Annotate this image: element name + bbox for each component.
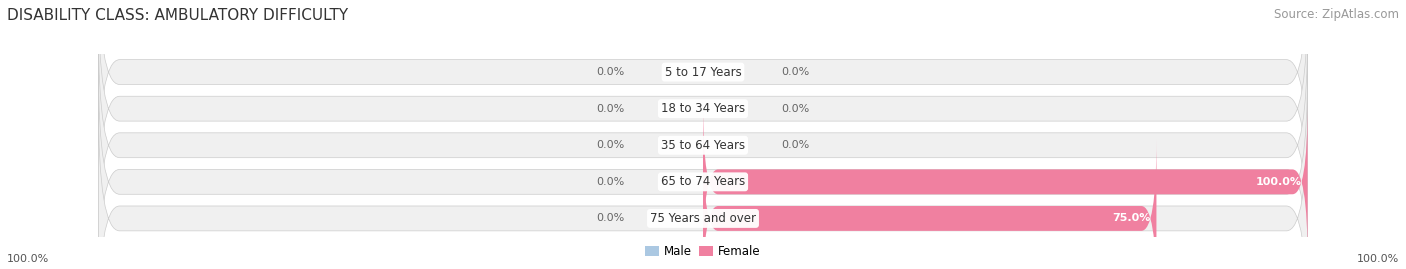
FancyBboxPatch shape [98, 0, 1308, 188]
Text: 0.0%: 0.0% [596, 213, 624, 224]
FancyBboxPatch shape [98, 0, 1308, 224]
Text: 0.0%: 0.0% [782, 67, 810, 77]
Text: 75.0%: 75.0% [1112, 213, 1150, 224]
Text: 75 Years and over: 75 Years and over [650, 212, 756, 225]
Text: 0.0%: 0.0% [782, 104, 810, 114]
Text: 0.0%: 0.0% [596, 140, 624, 150]
Text: 0.0%: 0.0% [782, 140, 810, 150]
Text: 65 to 74 Years: 65 to 74 Years [661, 175, 745, 188]
FancyBboxPatch shape [98, 30, 1308, 261]
Text: 35 to 64 Years: 35 to 64 Years [661, 139, 745, 152]
Text: 0.0%: 0.0% [596, 177, 624, 187]
Text: 100.0%: 100.0% [1256, 177, 1302, 187]
Text: 0.0%: 0.0% [596, 67, 624, 77]
Text: DISABILITY CLASS: AMBULATORY DIFFICULTY: DISABILITY CLASS: AMBULATORY DIFFICULTY [7, 8, 349, 23]
FancyBboxPatch shape [703, 139, 1156, 269]
Text: 0.0%: 0.0% [596, 104, 624, 114]
Text: 100.0%: 100.0% [7, 254, 49, 264]
FancyBboxPatch shape [98, 103, 1308, 269]
FancyBboxPatch shape [703, 103, 1308, 261]
Text: 100.0%: 100.0% [1357, 254, 1399, 264]
Text: Source: ZipAtlas.com: Source: ZipAtlas.com [1274, 8, 1399, 21]
Text: 18 to 34 Years: 18 to 34 Years [661, 102, 745, 115]
FancyBboxPatch shape [98, 66, 1308, 269]
Legend: Male, Female: Male, Female [641, 241, 765, 263]
Text: 5 to 17 Years: 5 to 17 Years [665, 66, 741, 79]
